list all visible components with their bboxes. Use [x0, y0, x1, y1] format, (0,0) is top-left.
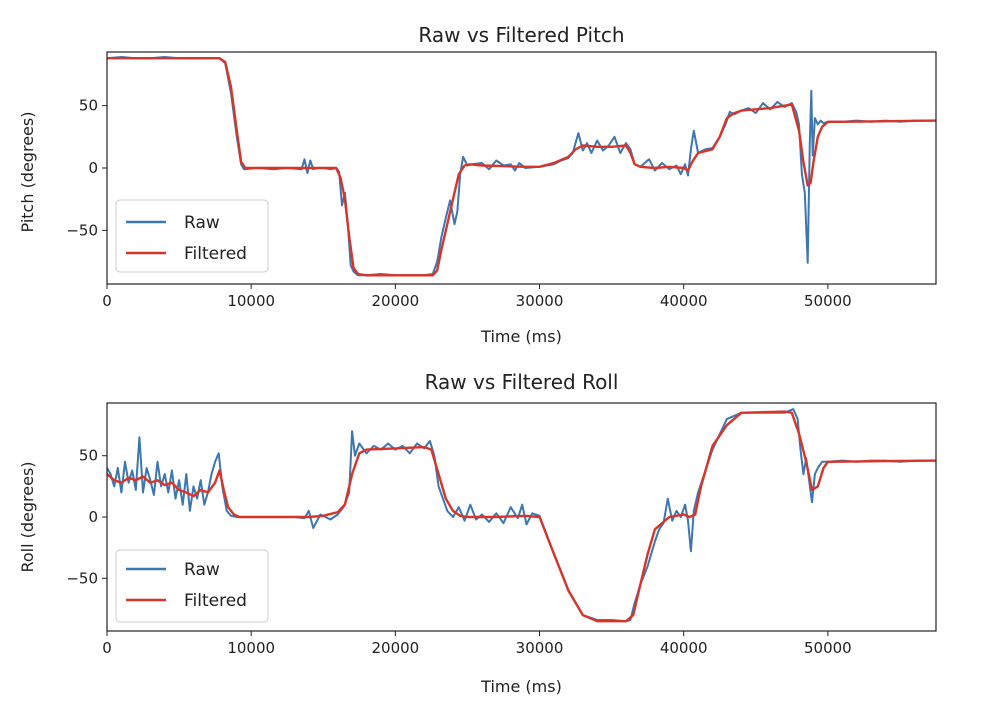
y-tick-label: 0: [88, 159, 98, 177]
chart-title: Raw vs Filtered Roll: [425, 370, 619, 394]
legend: Raw Filtered: [115, 199, 269, 273]
x-tick-label: 30000: [516, 292, 564, 310]
x-tick-label: 40000: [660, 639, 708, 657]
x-tick-label: 10000: [227, 292, 275, 310]
x-axis-label: Time (ms): [480, 677, 562, 696]
legend-label-raw: Raw: [184, 560, 220, 580]
x-axis-label: Time (ms): [480, 327, 562, 346]
legend: Raw Filtered: [115, 549, 269, 623]
x-tick-label: 40000: [660, 292, 708, 310]
legend-label-filtered: Filtered: [184, 591, 247, 611]
y-tick-label: 0: [88, 508, 98, 526]
plot-area: 0 10000 20000 30000 40000 50000 50 0 −50: [66, 402, 937, 657]
x-tick-label: 30000: [516, 639, 564, 657]
legend-label-filtered: Filtered: [184, 244, 247, 264]
x-tick-label: 0: [102, 639, 112, 657]
x-tick-label: 50000: [804, 292, 852, 310]
y-tick-label: −50: [66, 569, 98, 587]
y-tick-label: 50: [79, 447, 98, 465]
chart-pitch: Raw vs Filtered Pitch Time (ms) Pitch (d…: [18, 23, 937, 346]
plot-area: 0 10000 20000 30000 40000 50000 50 0 −50: [66, 51, 937, 310]
y-tick-label: −50: [66, 221, 98, 239]
x-tick-label: 20000: [371, 292, 419, 310]
chart-title: Raw vs Filtered Pitch: [418, 23, 624, 47]
series-line-filtered: [106, 410, 937, 623]
legend-label-raw: Raw: [184, 213, 220, 233]
y-tick-label: 50: [79, 97, 98, 115]
x-tick-label: 0: [102, 292, 112, 310]
y-axis-label: Pitch (degrees): [18, 112, 37, 233]
y-axis-label: Roll (degrees): [18, 461, 37, 572]
x-tick-label: 50000: [804, 639, 852, 657]
chart-roll: Raw vs Filtered Roll Time (ms) Roll (deg…: [18, 370, 937, 696]
series-line-filtered: [107, 57, 937, 277]
x-tick-label: 20000: [371, 639, 419, 657]
x-tick-label: 10000: [227, 639, 275, 657]
